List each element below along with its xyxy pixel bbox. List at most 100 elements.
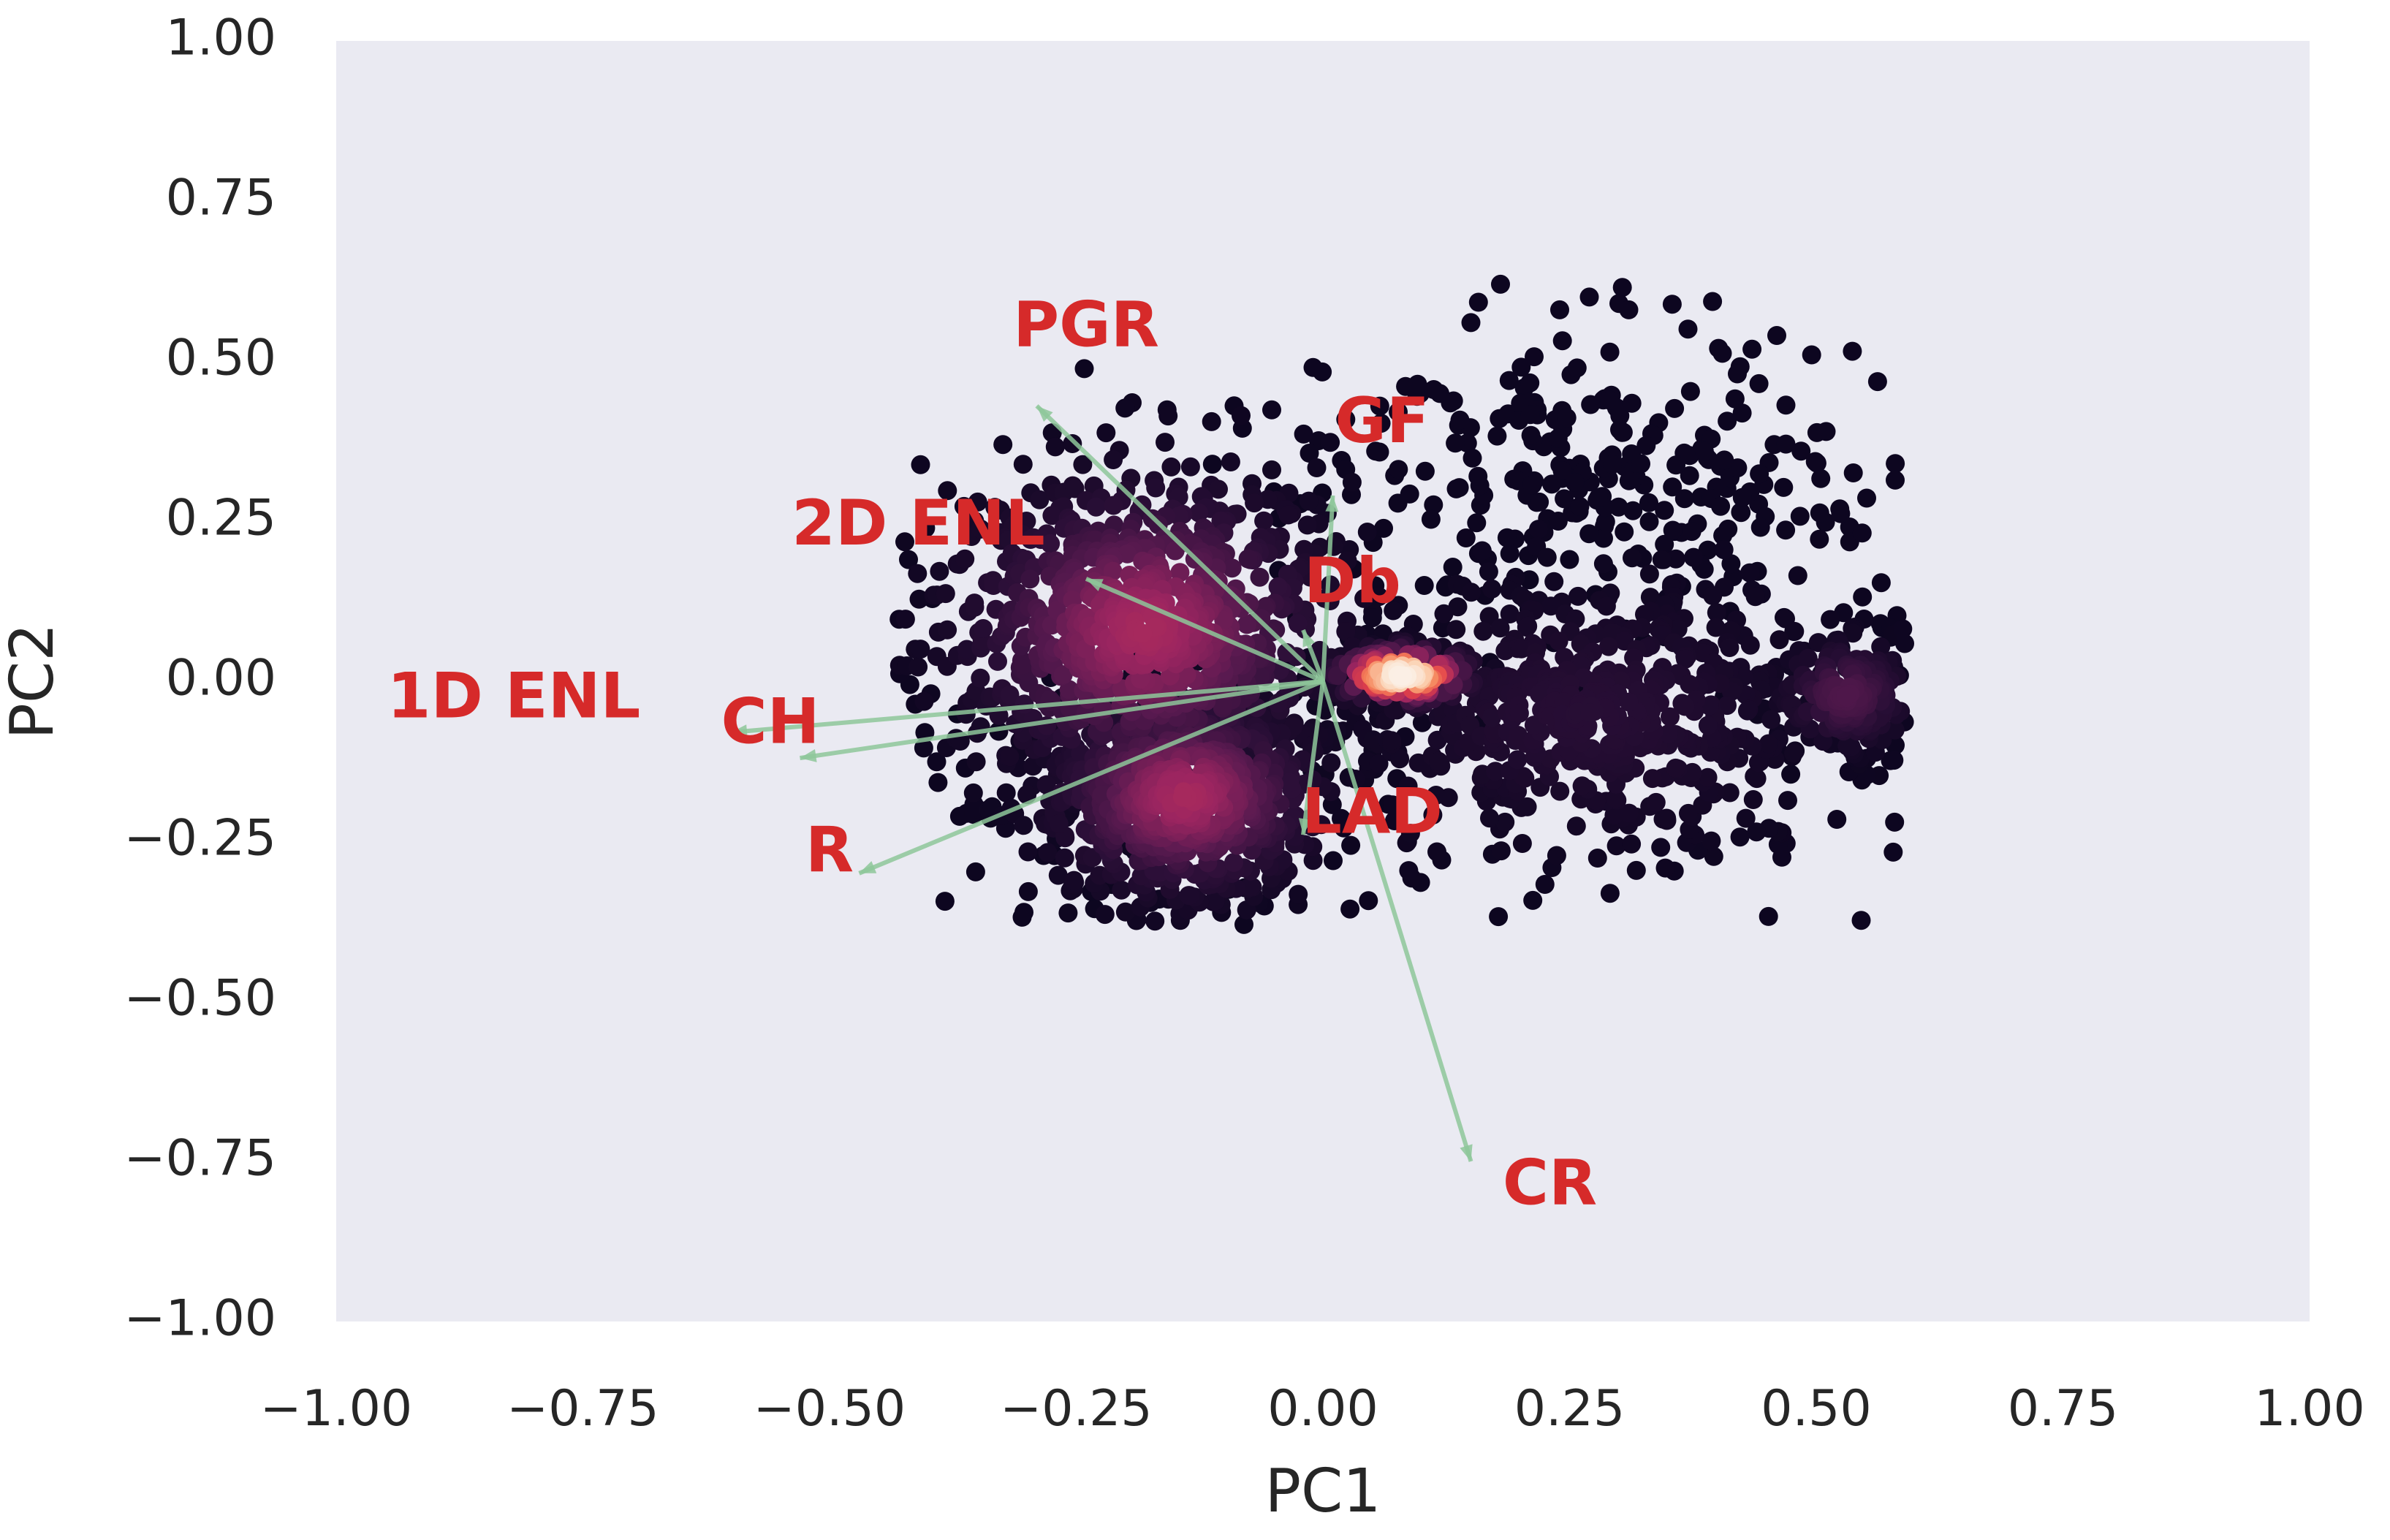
data-point <box>1467 513 1487 533</box>
data-point <box>1412 713 1432 732</box>
data-point <box>1262 460 1281 479</box>
data-point <box>1525 347 1544 367</box>
data-point <box>1500 604 1520 623</box>
scatter-points <box>889 274 1914 934</box>
data-point <box>1572 776 1592 796</box>
data-point <box>1604 805 1624 825</box>
data-point <box>1857 488 1876 508</box>
data-point <box>1053 665 1073 685</box>
data-point <box>1504 469 1524 489</box>
data-point <box>1836 686 1856 706</box>
data-point <box>1682 522 1702 542</box>
loading-arrow-pgr <box>1035 404 1325 683</box>
data-point <box>895 532 914 552</box>
data-point <box>1853 587 1873 607</box>
data-point <box>1082 848 1102 868</box>
data-point <box>1715 450 1734 470</box>
data-point <box>1468 292 1488 312</box>
data-point <box>1791 441 1811 461</box>
loading-arrow-2d-enl <box>1085 577 1324 683</box>
data-point <box>1423 805 1443 824</box>
data-point <box>1666 549 1685 569</box>
data-point <box>909 589 929 609</box>
data-point <box>1785 621 1805 641</box>
data-point <box>1500 544 1520 564</box>
data-point <box>1895 634 1914 653</box>
data-point <box>1843 341 1862 361</box>
data-point <box>1472 541 1492 561</box>
data-point <box>1570 496 1590 516</box>
data-point <box>1509 703 1529 723</box>
data-point <box>1529 520 1548 539</box>
data-point <box>938 481 957 501</box>
data-point <box>1680 382 1700 401</box>
data-point <box>1262 400 1281 420</box>
data-point <box>916 518 936 538</box>
x-tick-label: 1.00 <box>2254 1380 2364 1438</box>
data-point <box>1774 477 1794 497</box>
data-point <box>1384 811 1404 830</box>
data-point <box>1639 564 1659 584</box>
data-point <box>1704 846 1723 866</box>
data-point <box>1535 875 1555 894</box>
data-point <box>1613 422 1633 442</box>
data-point <box>1736 808 1756 828</box>
data-point <box>1205 891 1225 911</box>
data-point <box>1622 834 1642 854</box>
data-point <box>1042 506 1062 526</box>
data-point <box>1703 292 1723 311</box>
data-point <box>1769 630 1789 650</box>
data-point <box>1278 505 1298 525</box>
data-point <box>1399 861 1419 881</box>
data-point <box>1517 797 1537 816</box>
data-point <box>1359 891 1378 911</box>
data-point <box>1209 479 1228 499</box>
data-point <box>1698 540 1718 560</box>
data-point <box>1619 300 1639 319</box>
data-point <box>1214 610 1234 630</box>
x-tick-label: 0.50 <box>1761 1380 1871 1438</box>
data-point <box>1810 503 1829 523</box>
y-tick-label: 0.50 <box>166 330 276 387</box>
data-point <box>1742 339 1762 359</box>
data-point <box>1720 783 1740 803</box>
data-point <box>1555 489 1574 509</box>
data-point <box>928 773 948 792</box>
data-point <box>1851 911 1871 930</box>
data-point <box>1579 287 1599 307</box>
data-point <box>1300 444 1319 463</box>
data-point <box>908 564 927 583</box>
data-point <box>1843 463 1863 482</box>
data-point <box>1389 402 1408 422</box>
data-point <box>1778 791 1797 811</box>
loading-arrowhead <box>800 749 817 762</box>
x-tick-label: −0.75 <box>507 1380 659 1438</box>
data-point <box>1711 496 1731 516</box>
data-point <box>1788 566 1807 585</box>
data-point <box>1334 818 1354 838</box>
data-point <box>1020 569 1040 589</box>
data-point <box>1623 548 1642 568</box>
data-point <box>1581 395 1601 414</box>
y-tick-label: 0.00 <box>166 650 276 708</box>
data-point <box>1146 478 1166 498</box>
data-point <box>1781 765 1801 784</box>
data-point <box>1398 776 1418 796</box>
data-point <box>1338 551 1357 571</box>
loading-arrow-r <box>858 679 1324 876</box>
data-point <box>965 597 985 617</box>
data-point <box>1886 454 1905 474</box>
data-point <box>1600 390 1620 410</box>
data-point <box>1619 803 1639 823</box>
data-point <box>1718 411 1737 431</box>
data-point <box>1133 623 1153 643</box>
data-point <box>1086 497 1106 517</box>
data-point <box>1600 884 1620 903</box>
data-point <box>1179 886 1199 906</box>
data-point <box>1530 492 1549 512</box>
data-point <box>1728 364 1747 384</box>
data-point <box>936 584 955 604</box>
data-point <box>1384 601 1403 621</box>
data-point <box>1776 395 1796 415</box>
data-point <box>1156 433 1175 452</box>
